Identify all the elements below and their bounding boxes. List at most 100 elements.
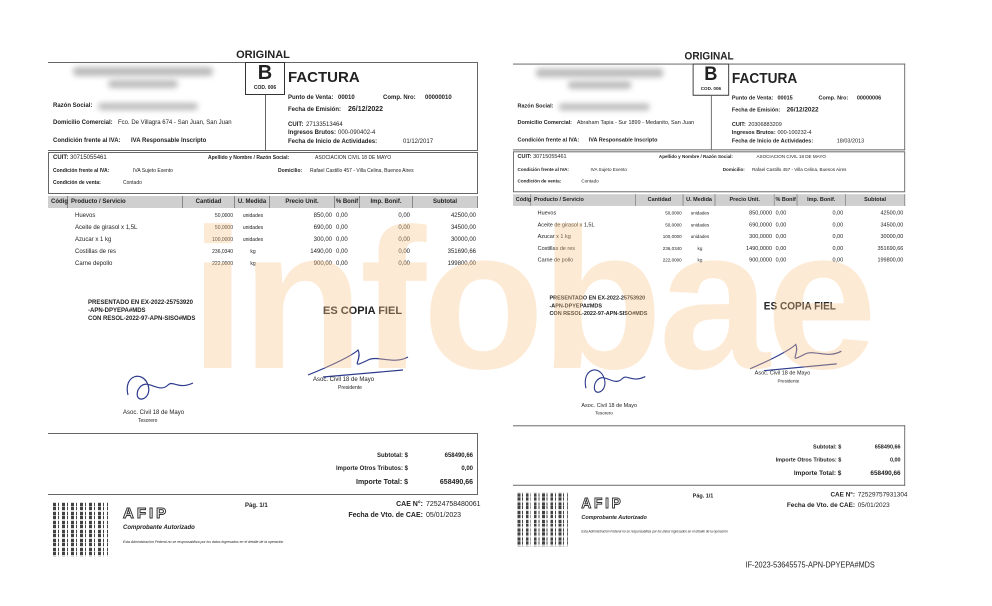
qr-code[interactable] (53, 502, 108, 557)
redacted-name (567, 81, 632, 89)
iibb-value: 000-090402-4 (338, 130, 376, 136)
signature-tesorero (584, 369, 646, 393)
quantity: 100,0000 (212, 237, 233, 243)
column-header[interactable]: Producto / Servicio (531, 194, 637, 206)
subtotal-label: Subtotal: $ (377, 453, 408, 459)
subtotal: 351690,66 (447, 249, 476, 255)
stamp-line: PRESENTADO EN EX-2022-25753920 (549, 295, 646, 302)
client-dom: Rafael Castillo 457 - Villa Celina, Buen… (751, 166, 847, 173)
sig1-line2: Tesorero (138, 418, 158, 424)
comp-label: Comp. Nro: (818, 95, 849, 102)
quantity: 50,0000 (665, 222, 682, 229)
column-header[interactable]: U. Medida (683, 194, 716, 206)
subtotal-label: Subtotal: $ (813, 444, 842, 451)
otros-label: Importe Otros Tributos: $ (335, 466, 408, 472)
unit: unidades (242, 237, 264, 243)
sig2-line1: Asoc. Civil 18 de Mayo (313, 377, 375, 383)
invoice-code: COD. 006 (700, 86, 722, 92)
otros-label: Importe Otros Tributos: $ (775, 457, 842, 464)
subtotal: 42500,00 (450, 213, 476, 219)
client-cuit: 30715055461 (533, 154, 567, 161)
cuit-label: CUIT: (288, 122, 304, 128)
inicio-label: Fecha de Inicio de Actividades: (731, 138, 814, 145)
redacted-name (73, 67, 213, 76)
column-header[interactable]: % Bonif (335, 196, 360, 208)
client-dom: Rafael Castillo 457 - Villa Celina, Buen… (310, 168, 414, 174)
bonif-amount: 0,00 (398, 237, 410, 243)
fecha-label: Fecha de Emisión: (288, 107, 342, 113)
product-name: Carne depollo (75, 261, 113, 267)
unit-price: 1490,00 (310, 249, 332, 255)
fecha-value: 26/12/2022 (786, 106, 819, 114)
column-header[interactable]: Cantidad (183, 196, 235, 208)
subtotal: 199800,00 (877, 257, 904, 264)
client-cuit: 30715055461 (70, 155, 107, 161)
bonif-pct: 0,00 (775, 257, 787, 264)
redacted-name (535, 68, 664, 78)
invoice-letter: B (257, 62, 273, 84)
column-header[interactable]: Imp. Bonif. (360, 196, 413, 208)
comp-value: 00000010 (425, 95, 452, 101)
bonif-amount: 0,00 (398, 249, 410, 255)
afip-logo: AFIP (581, 495, 624, 513)
domicilio-value: Abraham Tapia - Sur 1899 - Medanito, San… (576, 120, 695, 126)
column-header[interactable]: Subtotal (413, 196, 478, 208)
column-header[interactable]: Subtotal (845, 194, 906, 206)
letter-box (692, 63, 730, 96)
unit-price: 300,00 (313, 237, 332, 243)
iva-label: Condición frente al IVA: (517, 137, 580, 144)
divider (265, 95, 266, 151)
stamp-line: PRESENTADO EN EX-2022-25753920 (88, 300, 193, 306)
unit-price: 850,00 (313, 213, 332, 219)
product-name: Huevos (537, 210, 557, 217)
subtotal-value: 658490,66 (874, 444, 901, 451)
product-name: Carne de pollo (537, 257, 574, 264)
unit: unidades (242, 213, 264, 219)
column-header[interactable]: Imp. Bonif. (797, 194, 846, 206)
unit-price: 300,0000 (749, 234, 773, 241)
afip-logo: AFIP (122, 505, 170, 523)
inicio-value: 18/03/2013 (836, 138, 865, 145)
sig2-line2: Presidente (338, 385, 362, 391)
divider (710, 95, 712, 151)
cae-value: 72529757931304 (857, 491, 908, 499)
stamp-line: CON RESOL-2022-97-APN-SISO#MDS (549, 311, 648, 318)
subtotal: 199800,00 (447, 261, 476, 267)
column-header[interactable]: Precio Unit. (715, 194, 775, 206)
bonif-pct: 0,00 (775, 234, 787, 241)
column-header[interactable]: U. Medida (235, 196, 270, 208)
otros-value: 0,00 (889, 457, 901, 464)
cae-label: CAE N°: (830, 491, 855, 499)
unit: unidades (690, 222, 710, 229)
cuit-value: 27133513464 (306, 122, 343, 128)
subtotal: 34500,00 (880, 222, 904, 229)
client-venta-label: Condición de venta: (53, 180, 101, 186)
product-name: Aceite de girasol x 1,5L (75, 225, 138, 231)
total-value: 658490,66 (870, 470, 901, 477)
qr-code[interactable] (517, 492, 568, 547)
stamp-line: CON RESOL-2022-97-APN-SISO#MDS (88, 316, 196, 322)
column-header[interactable]: Código (48, 196, 72, 208)
column-header[interactable]: Precio Unit. (270, 196, 335, 208)
comp-label: Comp. Nro: (383, 95, 416, 101)
column-header[interactable]: Producto / Servicio (68, 196, 183, 208)
unit: kg (697, 257, 703, 264)
sig2-line1: Asoc. Civil 18 de Mayo (754, 370, 811, 377)
sig1-line1: Asoc. Civil 18 de Mayo (581, 402, 638, 409)
letter-box (245, 62, 285, 95)
invoice-right: ORIGINAL B COD. 006 Razón Social: Domicilio … (513, 47, 908, 570)
client-name: ASOCIACION CIVIL 18 DE MAYO (756, 154, 826, 161)
iibb-label: Ingresos Brutos: (288, 130, 337, 136)
sig2-line2: Presidente (777, 378, 800, 385)
bonif-amount: 0,00 (832, 257, 844, 264)
column-header[interactable]: Código (513, 194, 535, 206)
product-name: Huevos (75, 213, 96, 219)
column-header[interactable]: % Bonif (774, 194, 798, 206)
bonif-pct: 0,00 (336, 237, 348, 243)
unit: kg (250, 261, 256, 267)
column-header[interactable]: Cantidad (636, 194, 684, 206)
bonif-amount: 0,00 (832, 210, 844, 217)
domicilio-value: Fco. De Villagra 674 - San Juan, San Jua… (118, 120, 232, 126)
redacted-name (108, 80, 178, 88)
client-name-label: Apellido y Nombre / Razón Social: (208, 155, 290, 161)
